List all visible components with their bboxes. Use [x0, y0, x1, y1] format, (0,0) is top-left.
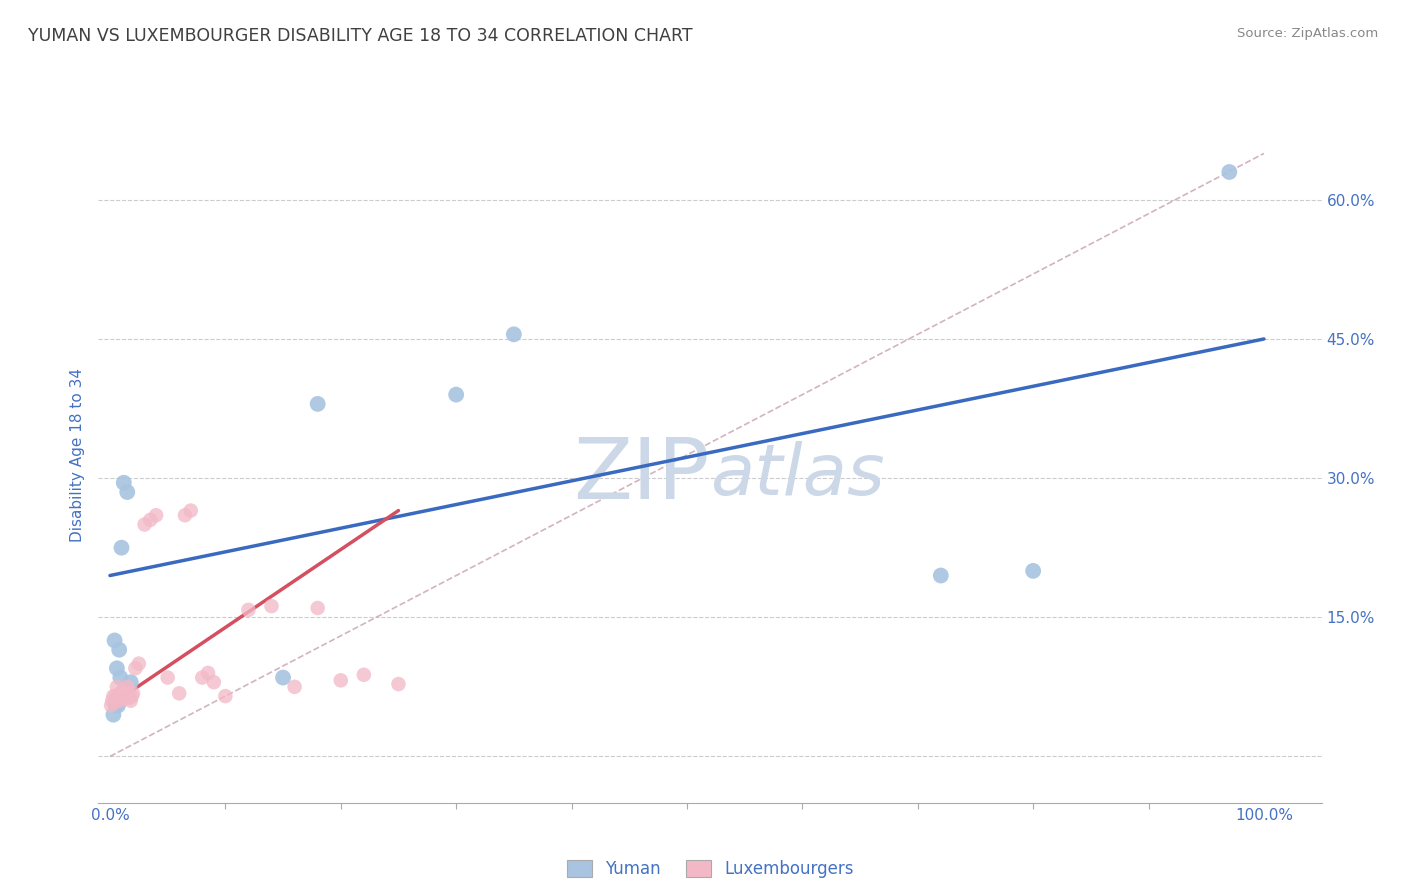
Point — [105, 661, 128, 675]
Point — [197, 665, 219, 680]
Y-axis label: Disability Age 18 to 34: Disability Age 18 to 34 — [70, 368, 86, 542]
Point — [103, 689, 125, 703]
Text: Source: ZipAtlas.com: Source: ZipAtlas.com — [1237, 27, 1378, 40]
Point — [103, 707, 125, 722]
Point — [174, 508, 197, 523]
Point — [101, 694, 124, 708]
Point — [124, 661, 146, 675]
Point — [104, 689, 127, 703]
Text: YUMAN VS LUXEMBOURGER DISABILITY AGE 18 TO 34 CORRELATION CHART: YUMAN VS LUXEMBOURGER DISABILITY AGE 18 … — [28, 27, 693, 45]
Point — [1022, 564, 1045, 578]
Point — [117, 684, 139, 698]
Point — [180, 503, 202, 517]
Point — [134, 517, 156, 532]
Point — [502, 327, 524, 342]
Point — [128, 657, 150, 671]
Point — [112, 682, 135, 697]
Point — [167, 686, 190, 700]
Point — [104, 698, 127, 713]
Point — [110, 541, 132, 555]
Text: ZIP: ZIP — [574, 434, 710, 517]
Point — [307, 397, 329, 411]
Point — [238, 603, 260, 617]
Point — [103, 696, 125, 710]
Legend: Yuman, Luxembourgers: Yuman, Luxembourgers — [560, 854, 860, 885]
Point — [108, 694, 131, 708]
Point — [929, 568, 952, 582]
Point — [121, 689, 143, 703]
Point — [329, 673, 352, 688]
Point — [100, 698, 122, 713]
Point — [156, 671, 179, 685]
Point — [387, 677, 409, 691]
Point — [284, 680, 307, 694]
Point — [111, 684, 134, 698]
Point — [117, 485, 139, 500]
Point — [108, 642, 131, 657]
Point — [118, 690, 141, 705]
Point — [120, 675, 142, 690]
Point — [103, 633, 125, 648]
Point — [107, 698, 129, 713]
Point — [117, 680, 139, 694]
Point — [110, 671, 132, 685]
Point — [214, 689, 236, 703]
Point — [115, 686, 138, 700]
Point — [114, 690, 136, 705]
Point — [145, 508, 167, 523]
Point — [110, 686, 132, 700]
Point — [139, 513, 162, 527]
Point — [110, 692, 132, 706]
Point — [307, 601, 329, 615]
Point — [1218, 165, 1240, 179]
Point — [353, 667, 375, 681]
Point — [260, 599, 283, 614]
Point — [444, 387, 467, 401]
Point — [120, 694, 142, 708]
Point — [105, 680, 128, 694]
Point — [191, 671, 214, 685]
Point — [122, 686, 145, 700]
Point — [112, 475, 135, 490]
Point — [271, 671, 294, 685]
Text: atlas: atlas — [710, 442, 884, 510]
Point — [202, 675, 225, 690]
Point — [107, 689, 129, 703]
